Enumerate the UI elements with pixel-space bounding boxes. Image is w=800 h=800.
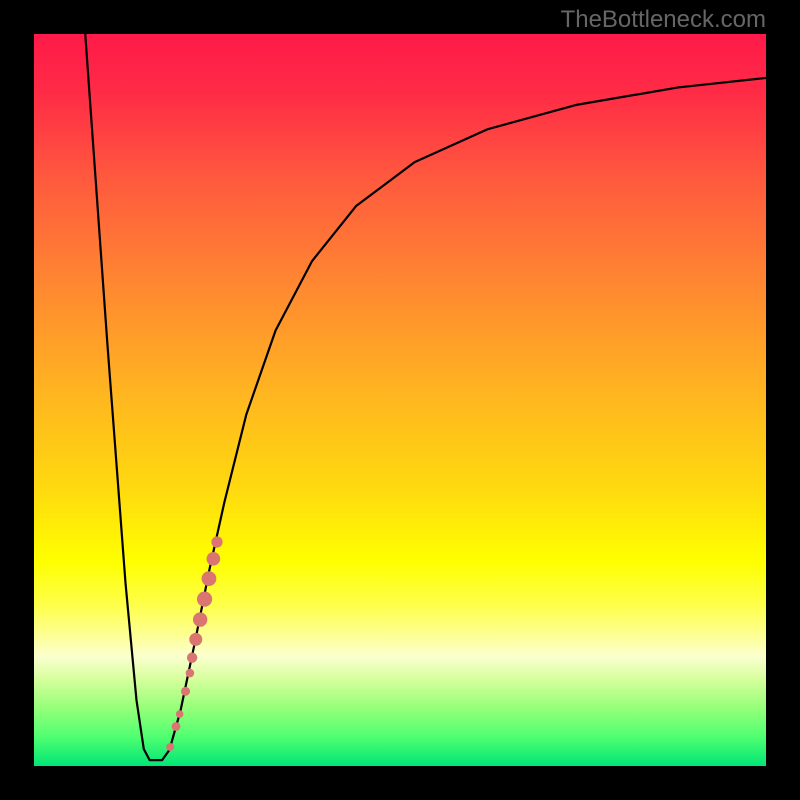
chart-background-gradient [34, 34, 766, 766]
data-marker [181, 687, 190, 696]
data-marker [207, 552, 221, 566]
data-marker [176, 710, 184, 718]
data-marker [189, 633, 202, 646]
data-marker [186, 669, 195, 678]
data-marker [172, 722, 181, 731]
data-marker [211, 536, 222, 547]
data-marker [166, 743, 174, 751]
bottleneck-chart [34, 34, 766, 766]
data-marker [187, 652, 197, 662]
data-marker [202, 571, 217, 586]
watermark-text: TheBottleneck.com [561, 6, 766, 34]
data-marker [193, 612, 207, 626]
data-marker [197, 592, 212, 607]
